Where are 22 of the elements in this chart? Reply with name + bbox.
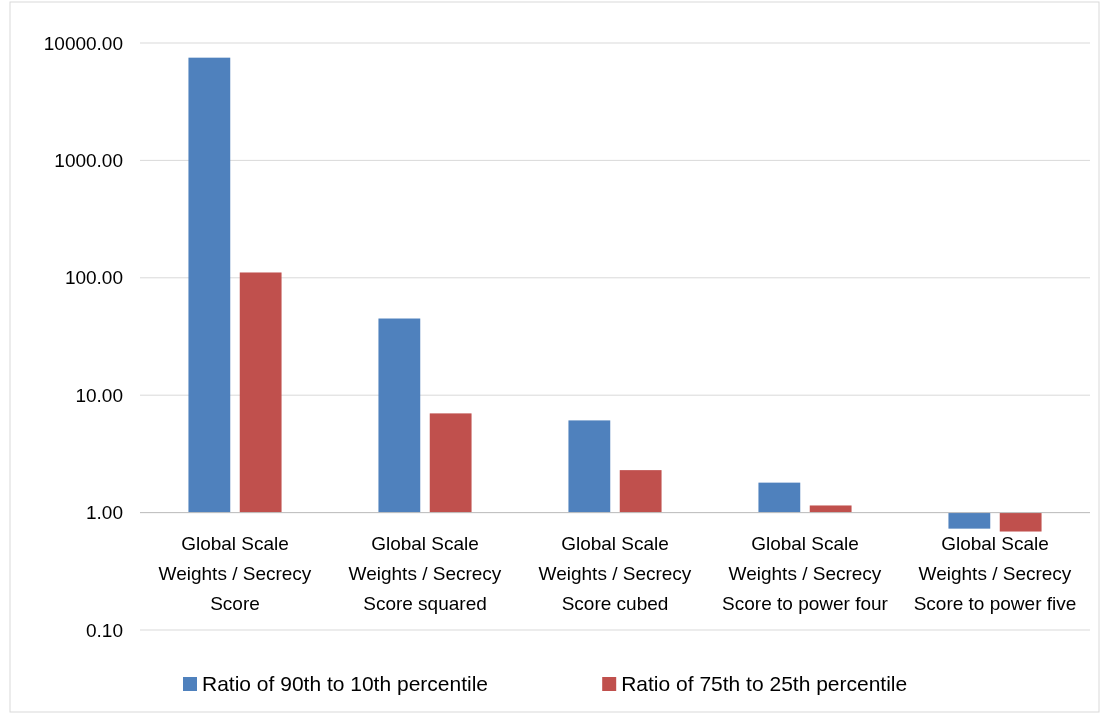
bar bbox=[429, 413, 472, 513]
y-tick-label: 10.00 bbox=[75, 384, 123, 406]
x-tick-label: Global Scale Weights / Secrecy Score cubed bbox=[538, 532, 692, 614]
y-tick-label: 1.00 bbox=[86, 502, 123, 524]
x-tick-label: Global Scale Weights / Secrecy Score to power five bbox=[913, 532, 1077, 614]
x-tick-label: Global Scale Weights / Secrecy Score squared bbox=[348, 532, 502, 614]
bar bbox=[619, 470, 662, 513]
y-tick-label: 1000.00 bbox=[54, 150, 123, 172]
bar bbox=[378, 318, 421, 513]
bar bbox=[188, 57, 231, 513]
y-tick-label: 100.00 bbox=[64, 267, 123, 289]
bar bbox=[239, 272, 282, 513]
x-tick-label: Global Scale Weights / Secrecy Score bbox=[158, 532, 312, 614]
legend-label: Ratio of 75th to 25th percentile bbox=[621, 672, 908, 696]
bar bbox=[568, 420, 611, 513]
bar bbox=[948, 512, 991, 529]
y-tick-label: 0.10 bbox=[86, 619, 123, 641]
legend-label: Ratio of 90th to 10th percentile bbox=[202, 672, 489, 696]
x-tick-label: Global Scale Weights / Secrecy Score to power four bbox=[722, 532, 889, 614]
bar bbox=[999, 512, 1042, 532]
bar bbox=[758, 482, 801, 513]
y-tick-label: 10000.00 bbox=[43, 32, 123, 54]
